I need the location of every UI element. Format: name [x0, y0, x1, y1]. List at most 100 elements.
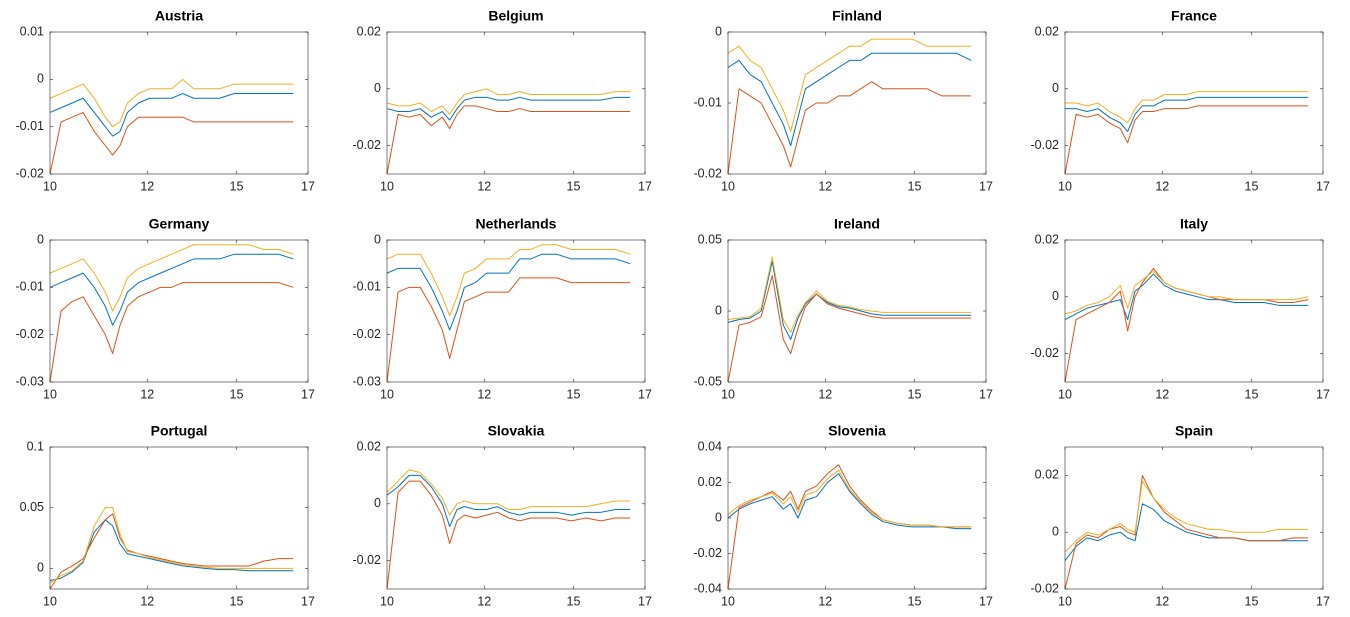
y-tick-label: -0.02 [353, 553, 382, 567]
series-line [1064, 270, 1309, 315]
y-tick-label: 0 [374, 81, 381, 95]
y-tick-label: 0.02 [698, 475, 722, 489]
x-tick-label: 10 [380, 179, 394, 193]
chart-title: France [1171, 8, 1217, 24]
series-line [49, 513, 294, 590]
x-tick-label: 17 [638, 387, 652, 401]
x-tick-label: 10 [721, 594, 735, 608]
y-tick-label: -0.02 [353, 327, 382, 341]
plot-area [387, 447, 645, 589]
x-tick-label: 12 [140, 387, 154, 401]
series-line [727, 38, 972, 132]
x-tick-label: 12 [477, 387, 491, 401]
x-tick-label: 10 [721, 387, 735, 401]
series-line [49, 282, 294, 383]
y-tick-label: -0.05 [694, 374, 723, 388]
x-tick-label: 17 [1316, 594, 1330, 608]
axes-box [386, 31, 646, 175]
x-tick-label: 12 [477, 179, 491, 193]
y-tick-label: 0 [374, 232, 381, 246]
y-tick-label: -0.02 [694, 546, 723, 560]
chart-title: Finland [832, 8, 882, 24]
x-tick-label: 17 [979, 387, 993, 401]
series-line [1065, 91, 1309, 124]
series-line [727, 256, 972, 333]
x-tick-label: 12 [1155, 179, 1169, 193]
y-tick-label: -0.03 [16, 374, 45, 388]
x-tick-label: 12 [818, 594, 832, 608]
series-line [1064, 480, 1309, 553]
x-tick-label: 15 [567, 594, 581, 608]
x-tick-label: 15 [230, 387, 244, 401]
plot-area [728, 447, 986, 589]
x-tick-label: 17 [638, 179, 652, 193]
y-tick-label: 0 [1052, 289, 1059, 303]
x-tick-label: 12 [818, 179, 832, 193]
x-tick-label: 10 [43, 179, 57, 193]
x-tick-label: 10 [43, 594, 57, 608]
y-tick-label: 0.02 [1035, 24, 1059, 38]
series-line [386, 480, 631, 590]
series-line [49, 93, 294, 137]
chart-title: Slovenia [828, 423, 886, 439]
y-tick-label: -0.02 [694, 166, 723, 180]
x-tick-label: 17 [979, 179, 993, 193]
y-tick-label: 0.1 [27, 439, 44, 453]
series-line [386, 469, 631, 516]
x-tick-label: 10 [721, 179, 735, 193]
y-tick-label: -0.01 [16, 119, 45, 133]
series-line [386, 105, 631, 175]
series-line [386, 88, 631, 115]
plot-area [1065, 240, 1323, 382]
plot-area [387, 32, 645, 174]
y-tick-label: 0.02 [357, 24, 381, 38]
plot-area [50, 447, 308, 589]
y-tick-label: 0.05 [698, 232, 722, 246]
plot-area [50, 240, 308, 382]
x-tick-label: 15 [908, 594, 922, 608]
y-tick-label: 0.01 [20, 24, 44, 38]
plot-area [50, 32, 308, 174]
axes-box [49, 239, 309, 383]
series-line [49, 253, 294, 326]
series-line [49, 519, 294, 581]
chart-title: Slovakia [488, 423, 545, 439]
axes-box [49, 446, 309, 590]
y-tick-label: -0.01 [694, 95, 723, 109]
x-tick-label: 12 [140, 594, 154, 608]
x-tick-label: 12 [1155, 594, 1169, 608]
x-tick-label: 12 [818, 387, 832, 401]
x-tick-label: 15 [1245, 594, 1259, 608]
axes-box [1064, 446, 1324, 590]
y-tick-label: 0 [1052, 524, 1059, 538]
series-line [386, 474, 631, 528]
y-tick-label: -0.01 [353, 280, 382, 294]
series-line [1064, 273, 1309, 321]
y-tick-label: 0.04 [698, 439, 722, 453]
series-line [727, 469, 972, 528]
x-tick-label: 10 [380, 594, 394, 608]
x-tick-label: 17 [638, 594, 652, 608]
y-tick-label: -0.02 [353, 138, 382, 152]
chart-title: Austria [155, 8, 203, 24]
series-line [386, 244, 631, 317]
x-tick-label: 10 [1058, 179, 1072, 193]
axes-box [727, 446, 987, 590]
axes-box [1064, 239, 1324, 383]
x-tick-label: 17 [1316, 179, 1330, 193]
chart-title: Germany [149, 216, 210, 232]
chart-title: Italy [1180, 216, 1208, 232]
x-tick-label: 12 [477, 594, 491, 608]
x-tick-label: 12 [140, 179, 154, 193]
axes-box [727, 31, 987, 175]
x-tick-label: 15 [908, 179, 922, 193]
y-tick-label: -0.02 [1031, 138, 1060, 152]
series-line [1064, 474, 1309, 590]
x-tick-label: 12 [1155, 387, 1169, 401]
x-tick-label: 10 [380, 387, 394, 401]
y-tick-label: 0 [37, 72, 44, 86]
series-line [386, 96, 631, 121]
chart-title: Ireland [834, 216, 880, 232]
